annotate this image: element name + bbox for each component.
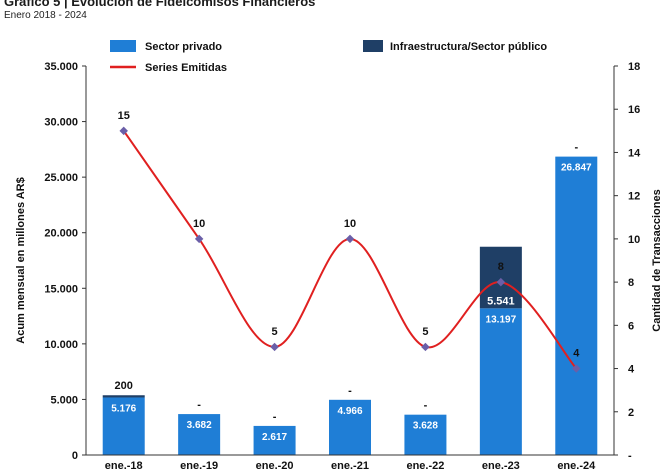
series-emitidas-label: 15 xyxy=(118,110,130,122)
x-tick-label: ene.-22 xyxy=(406,460,444,472)
bar-value-label: 26.847 xyxy=(561,163,592,174)
series-emitidas-label: 5 xyxy=(272,326,278,338)
series-line-layer: 15 10 5 10 5 8 4 xyxy=(118,110,581,373)
legend-swatch-infraestructura xyxy=(363,40,383,52)
series-emitidas-label: 10 xyxy=(193,218,205,230)
series-emitidas-label: 10 xyxy=(344,218,356,230)
x-tick-label: ene.-21 xyxy=(331,460,369,472)
series-emitidas-point xyxy=(194,234,204,244)
chart-title: Gráfico 5 | Evolución de Fideicomisos Fi… xyxy=(4,0,316,9)
bar-sector-privado xyxy=(555,156,598,455)
bar-public-value-label: - xyxy=(574,142,578,154)
y-axis-right: - 2 4 6 8 10 12 14 16 18 Cantidad de Transacciones xyxy=(613,61,663,462)
y2-tick-label: 16 xyxy=(628,104,640,116)
series-emitidas-label: 4 xyxy=(573,348,580,360)
y-axis-left: 0 5.000 10.000 15.000 20.000 25.000 30.000 35.0… xyxy=(15,61,87,462)
y2-tick-label: 6 xyxy=(628,320,634,332)
y-tick-label: 5.000 xyxy=(50,394,78,406)
bars: 5.176 200 3.682 - 2.617 - 4.966 - 3.628 - 13.197 5.… xyxy=(102,142,598,455)
x-tick-label: ene.-18 xyxy=(105,460,143,472)
series-emitidas-point xyxy=(270,342,279,352)
bar-value-label: 13.197 xyxy=(486,314,517,325)
y-tick-label: 0 xyxy=(72,450,78,462)
bar-infraestructura xyxy=(479,246,522,309)
series-emitidas-point xyxy=(421,342,430,352)
bar-public-value-label: - xyxy=(424,400,428,412)
legend-label-series-emitidas: Series Emitidas xyxy=(145,62,227,74)
bar-sector-privado xyxy=(102,397,145,455)
series-emitidas-point xyxy=(572,364,581,373)
bar-sector-privado xyxy=(329,399,371,455)
x-tick-label: ene.-20 xyxy=(256,460,294,472)
bar-public-value-label: - xyxy=(273,411,277,423)
y-tick-label: 15.000 xyxy=(44,283,78,295)
y-tick-label: 30.000 xyxy=(44,117,78,129)
y2-tick-label: 4 xyxy=(628,364,635,376)
x-tick-label: ene.-24 xyxy=(557,460,596,472)
series-emitidas-label: 5 xyxy=(422,326,428,338)
legend-label-infraestructura: Infraestructura/Sector público xyxy=(390,41,547,53)
chart-subtitle: Enero 2018 - 2024 xyxy=(4,10,87,21)
bar-sector-privado xyxy=(178,414,221,455)
x-tick-label: ene.-19 xyxy=(180,460,218,472)
y2-tick-label: 10 xyxy=(628,234,640,246)
legend: Sector privado Infraestructura/Sector púb… xyxy=(110,40,547,74)
y2-tick-label: 8 xyxy=(628,277,634,289)
y-tick-label: 10.000 xyxy=(44,339,78,351)
bar-public-value-label: 5.541 xyxy=(487,295,515,307)
y2-tick-label: 2 xyxy=(628,407,634,419)
series-emitidas-point xyxy=(496,277,506,287)
y-tick-label: 25.000 xyxy=(44,172,78,184)
y2-axis-title: Cantidad de Transacciones xyxy=(651,189,663,331)
series-emitidas-label: 8 xyxy=(498,261,504,273)
bar-sector-privado xyxy=(404,414,447,455)
legend-swatch-sector-privado xyxy=(110,40,136,52)
y-tick-label: 35.000 xyxy=(44,61,78,73)
y-tick-label: 20.000 xyxy=(44,228,78,240)
bar-value-label: 5.176 xyxy=(111,403,136,414)
bar-infraestructura xyxy=(102,395,145,398)
y2-tick-label: - xyxy=(628,450,632,462)
bar-value-label: 4.966 xyxy=(337,406,362,417)
bar-value-label: 2.617 xyxy=(262,432,287,443)
x-tick-label: ene.-23 xyxy=(482,460,520,472)
y2-tick-label: 14 xyxy=(628,147,641,159)
bar-sector-privado xyxy=(253,425,296,455)
series-emitidas-point xyxy=(345,234,355,244)
y-axis-title: Acum mensual en millones AR$ xyxy=(15,177,27,343)
legend-label-sector-privado: Sector privado xyxy=(145,41,222,53)
x-axis: ene.-18 ene.-19 ene.-20 ene.-21 ene.-22 ene.-… xyxy=(86,454,614,472)
bar-public-value-label: - xyxy=(197,399,201,411)
series-emitidas-point xyxy=(119,126,128,136)
bar-public-value-label: - xyxy=(348,385,352,397)
y2-tick-label: 12 xyxy=(628,191,640,203)
bar-sector-privado xyxy=(479,308,522,455)
y2-tick-label: 18 xyxy=(628,61,640,73)
bar-public-value-label: 200 xyxy=(115,380,133,392)
bar-value-label: 3.628 xyxy=(413,421,438,432)
bar-value-label: 3.682 xyxy=(187,420,212,431)
